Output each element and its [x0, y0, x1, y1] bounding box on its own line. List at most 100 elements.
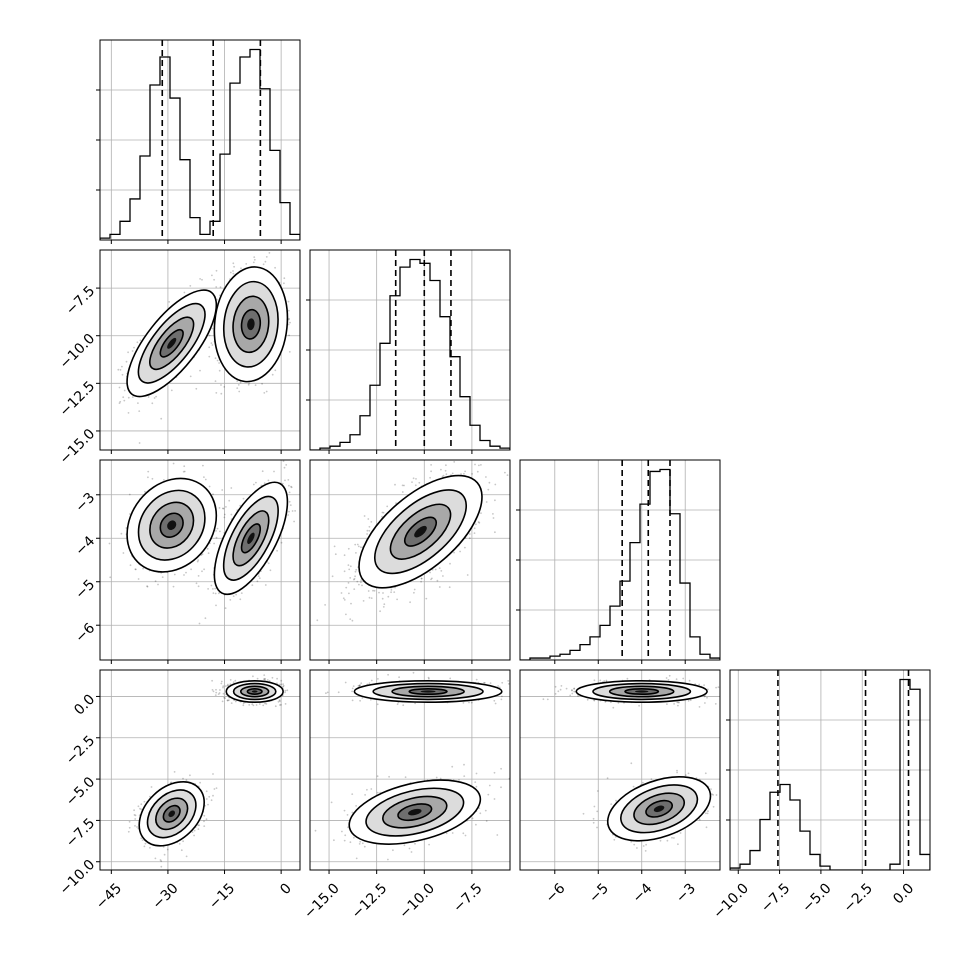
sample-point: [131, 396, 134, 398]
axis-frame: [99, 39, 301, 241]
sample-point: [366, 529, 369, 532]
sample-point: [256, 580, 259, 583]
sample-point: [355, 552, 357, 554]
sample-point: [409, 601, 411, 604]
sample-point: [390, 591, 392, 594]
sample-point: [290, 485, 292, 488]
sample-point: [367, 590, 370, 592]
contour-line: [126, 289, 218, 398]
sample-point: [429, 476, 431, 479]
panel-3-0: −10.0−7.5−5.0−2.50.0−45 −30 −15 0: [57, 669, 301, 913]
sample-point: [108, 542, 111, 545]
axis-frame: [99, 459, 301, 661]
sample-point: [263, 482, 266, 485]
panel-content: [100, 40, 300, 240]
sample-point: [238, 390, 241, 393]
sample-point: [393, 591, 396, 593]
sample-point: [282, 684, 285, 687]
sample-point: [133, 346, 135, 349]
sample-point: [348, 592, 350, 595]
sample-point: [183, 465, 186, 468]
contour-line: [389, 503, 452, 560]
sample-point: [206, 547, 209, 550]
sample-point: [122, 396, 125, 399]
sample-point: [283, 282, 285, 285]
sample-point: [280, 704, 282, 706]
sample-point: [147, 396, 150, 398]
sample-point: [117, 368, 120, 371]
sample-point: [316, 619, 319, 622]
sample-point: [278, 699, 281, 702]
sample-point: [125, 360, 128, 363]
sample-point: [504, 471, 506, 474]
sample-point: [123, 399, 126, 402]
sample-point: [147, 476, 149, 479]
sample-point: [430, 470, 432, 473]
sample-point: [230, 513, 233, 516]
sample-point: [480, 464, 482, 466]
sample-point: [136, 341, 139, 344]
sample-point: [494, 499, 496, 502]
sample-point: [268, 680, 271, 682]
sample-point: [219, 689, 221, 691]
axis-frame: [309, 249, 511, 451]
histogram-2: [520, 468, 720, 660]
density-mode-0: [358, 474, 483, 589]
sample-point: [312, 433, 314, 435]
sample-point: [182, 470, 185, 473]
sample-point: [357, 545, 360, 548]
contour-line: [222, 495, 279, 581]
density-peak: [167, 520, 177, 530]
sample-point: [197, 585, 200, 588]
sample-point: [350, 602, 352, 605]
density-mode-0: [126, 289, 218, 398]
sample-point: [214, 694, 217, 696]
sample-point: [282, 683, 284, 685]
sample-point: [463, 472, 465, 475]
sample-point: [120, 532, 123, 535]
sample-point: [363, 515, 366, 517]
sample-point: [354, 570, 357, 573]
sample-point: [252, 483, 255, 486]
sample-point: [372, 589, 374, 592]
sample-point: [379, 610, 381, 613]
sample-point: [460, 473, 462, 475]
sample-point: [453, 461, 456, 463]
sample-point: [224, 685, 227, 687]
sample-point: [445, 464, 447, 467]
sample-point: [146, 585, 149, 588]
sample-point: [215, 688, 217, 691]
density-peak: [414, 525, 427, 538]
sample-point: [137, 402, 139, 404]
sample-point: [351, 619, 354, 622]
sample-point: [248, 704, 251, 706]
density-mode-1: [213, 266, 289, 383]
sample-point: [232, 681, 235, 683]
sample-point: [415, 478, 417, 480]
panel-0-0: [96, 39, 301, 244]
sample-point: [229, 271, 232, 274]
sample-point: [183, 574, 185, 576]
sample-point: [212, 493, 214, 496]
sample-point: [276, 549, 278, 552]
sample-point: [218, 362, 221, 364]
sample-point: [349, 618, 352, 620]
sample-point: [144, 490, 146, 493]
sample-point: [345, 613, 347, 616]
sample-point: [413, 591, 415, 594]
sample-point: [471, 473, 473, 475]
sample-point: [431, 577, 433, 580]
sample-point: [255, 481, 257, 484]
sample-point: [289, 321, 291, 324]
sample-point: [134, 568, 137, 571]
sample-point: [258, 577, 261, 579]
sample-point: [394, 586, 396, 589]
sample-point: [349, 565, 352, 568]
panel-content: [310, 250, 510, 450]
sample-point: [234, 700, 237, 703]
sample-point: [274, 266, 276, 269]
sample-point: [266, 679, 269, 681]
sample-point: [434, 568, 437, 571]
sample-point: [282, 685, 284, 688]
sample-point: [353, 588, 356, 590]
